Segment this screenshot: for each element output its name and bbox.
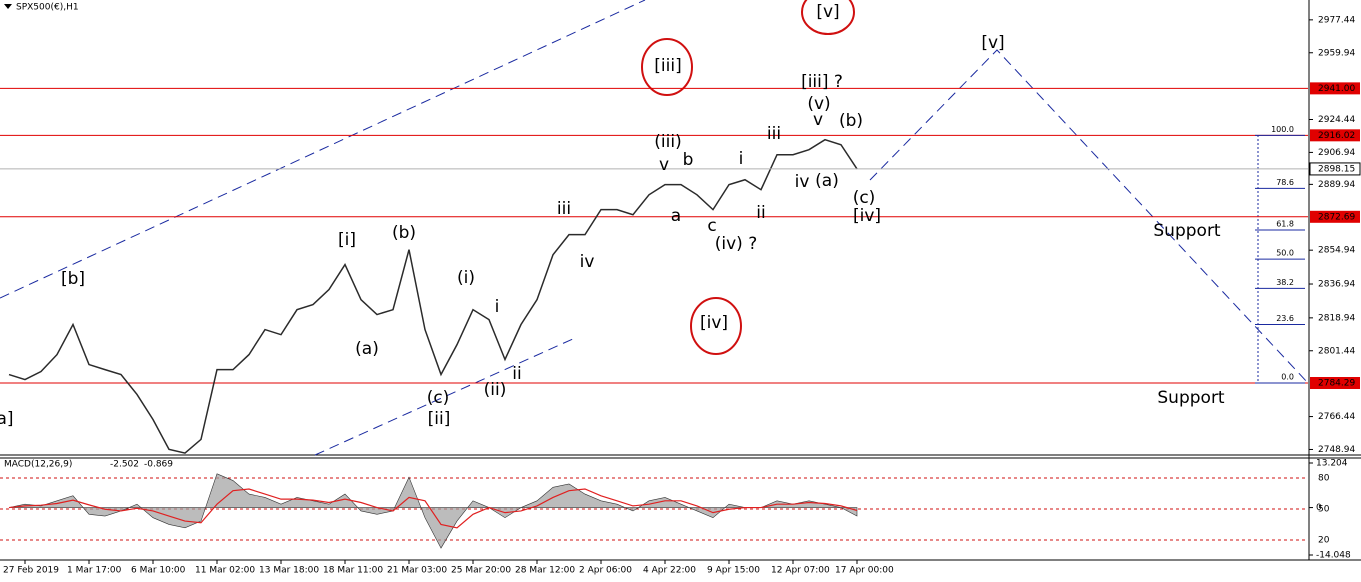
level-label: 2916.02 bbox=[1318, 131, 1355, 141]
x-tick-label: 1 Mar 17:00 bbox=[67, 566, 122, 576]
fib-label: 50.0 bbox=[1276, 249, 1294, 258]
wave-label: [v] bbox=[981, 33, 1004, 53]
current-price-bg bbox=[1309, 162, 1361, 176]
wave-label: (b) bbox=[839, 111, 863, 131]
wave-label: [iv] bbox=[700, 313, 728, 333]
y-tick-label: 13.204 bbox=[1316, 459, 1348, 469]
level-label: 2872.69 bbox=[1318, 212, 1355, 222]
wave-label: (iv) ? bbox=[715, 234, 757, 254]
wave-label: (a) bbox=[815, 171, 839, 191]
y-tick-label: 2801.44 bbox=[1318, 346, 1355, 356]
circle bbox=[641, 38, 693, 96]
y-tick-label: 2854.94 bbox=[1318, 246, 1355, 256]
wave-label: Support bbox=[1153, 221, 1221, 241]
x-tick-label: 4 Apr 22:00 bbox=[643, 566, 696, 576]
wave-label: i bbox=[495, 297, 500, 317]
fib-label: 23.6 bbox=[1276, 314, 1294, 323]
wave-label: (iii) bbox=[654, 132, 681, 152]
chart-title: SPX500(€),H1 bbox=[16, 3, 79, 13]
level-label-bg bbox=[1310, 82, 1360, 95]
fib-label: 61.8 bbox=[1276, 219, 1294, 228]
wave-label: iv bbox=[795, 172, 810, 192]
wave-label: a bbox=[671, 206, 681, 226]
wave-label: i bbox=[739, 149, 744, 169]
circle bbox=[801, 0, 855, 35]
x-tick-label: 6 Mar 10:00 bbox=[131, 566, 186, 576]
y2-tick-label: 20 bbox=[1318, 536, 1330, 546]
wave-label: (b) bbox=[392, 223, 416, 243]
wave-label: [iii] bbox=[654, 56, 681, 76]
wave-label: (v) bbox=[807, 94, 830, 114]
wave-label: [ii] bbox=[428, 409, 451, 429]
wave-label: iii bbox=[767, 124, 781, 144]
fib-label: 100.0 bbox=[1271, 125, 1294, 134]
y-tick-label: 2924.44 bbox=[1318, 115, 1355, 125]
y-tick-label: 2889.94 bbox=[1318, 180, 1355, 190]
signal-line bbox=[8, 488, 858, 529]
x-tick-label: 11 Mar 02:00 bbox=[195, 566, 255, 576]
y-tick-label: 2836.94 bbox=[1318, 280, 1355, 290]
x-tick-label: 18 Mar 11:00 bbox=[323, 566, 383, 576]
y-tick-label: 2906.94 bbox=[1318, 148, 1355, 158]
indicator-name: MACD(12,26,9) bbox=[4, 460, 72, 470]
menu-arrow bbox=[4, 4, 12, 9]
wave-label: (ii) bbox=[484, 380, 507, 400]
wave-label: (a) bbox=[355, 339, 379, 359]
y-tick-label: 2818.94 bbox=[1318, 313, 1355, 323]
wave-label: iii bbox=[557, 199, 571, 219]
x-tick-label: 27 Feb 2019 bbox=[3, 566, 59, 576]
wave-label: b bbox=[683, 150, 694, 170]
x-tick-label: 13 Mar 18:00 bbox=[259, 566, 319, 576]
wave-label: (i) bbox=[457, 268, 475, 288]
y2-tick-label: 50 bbox=[1318, 505, 1330, 515]
y2-tick-label: 80 bbox=[1318, 473, 1330, 483]
wave-label: (c) bbox=[853, 188, 876, 208]
level-label-bg bbox=[1310, 377, 1360, 390]
fib-label: 0.0 bbox=[1281, 373, 1294, 382]
level-label-bg bbox=[1310, 129, 1360, 142]
indicator-value: -0.869 bbox=[144, 460, 173, 470]
fib-label: 78.6 bbox=[1276, 178, 1294, 187]
wave-label: [b] bbox=[61, 269, 85, 289]
macd-area bbox=[8, 473, 858, 549]
level-label: 2784.29 bbox=[1318, 379, 1355, 389]
wave-label: Support bbox=[1157, 388, 1225, 408]
channel-line bbox=[0, 0, 646, 299]
wave-label: [i] bbox=[338, 230, 356, 250]
wave-label: v bbox=[659, 155, 669, 175]
x-tick-label: 2 Apr 06:00 bbox=[579, 566, 632, 576]
x-tick-label: 17 Apr 00:00 bbox=[835, 566, 894, 576]
wave-label: ii bbox=[756, 203, 765, 223]
wave-label: iv bbox=[580, 252, 595, 272]
y-tick-label: -14.048 bbox=[1316, 551, 1351, 561]
wave-label: [iii] ? bbox=[801, 72, 843, 92]
current-price-label: 2898.15 bbox=[1318, 164, 1355, 174]
wave-label: [iv] bbox=[853, 206, 881, 226]
x-tick-label: 28 Mar 12:00 bbox=[515, 566, 575, 576]
indicator-value: -2.502 bbox=[110, 460, 139, 470]
x-tick-label: 25 Mar 20:00 bbox=[451, 566, 511, 576]
fib-label: 38.2 bbox=[1276, 278, 1294, 287]
price-line bbox=[8, 138, 858, 454]
wave-label: a] bbox=[0, 409, 14, 429]
wave-label: ii bbox=[512, 364, 521, 384]
wave-label: v bbox=[813, 110, 823, 130]
level-label-bg bbox=[1310, 210, 1360, 223]
wave-label: [v] bbox=[816, 2, 839, 22]
y-tick-label: 2977.44 bbox=[1318, 15, 1355, 25]
x-tick-label: 9 Apr 15:00 bbox=[707, 566, 760, 576]
x-tick-label: 21 Mar 03:00 bbox=[387, 566, 447, 576]
x-tick-label: 12 Apr 07:00 bbox=[771, 566, 830, 576]
wave-label: c bbox=[707, 216, 716, 236]
circle bbox=[690, 297, 742, 355]
y-tick-label: 2766.44 bbox=[1318, 412, 1355, 422]
wave-label: (c) bbox=[427, 388, 450, 408]
projection-line bbox=[869, 49, 1309, 384]
y-tick-label: 2959.94 bbox=[1318, 48, 1355, 58]
y-tick-label: 0 bbox=[1316, 503, 1322, 513]
y-tick-label: 2748.94 bbox=[1318, 445, 1355, 455]
level-label: 2941.00 bbox=[1318, 84, 1355, 94]
